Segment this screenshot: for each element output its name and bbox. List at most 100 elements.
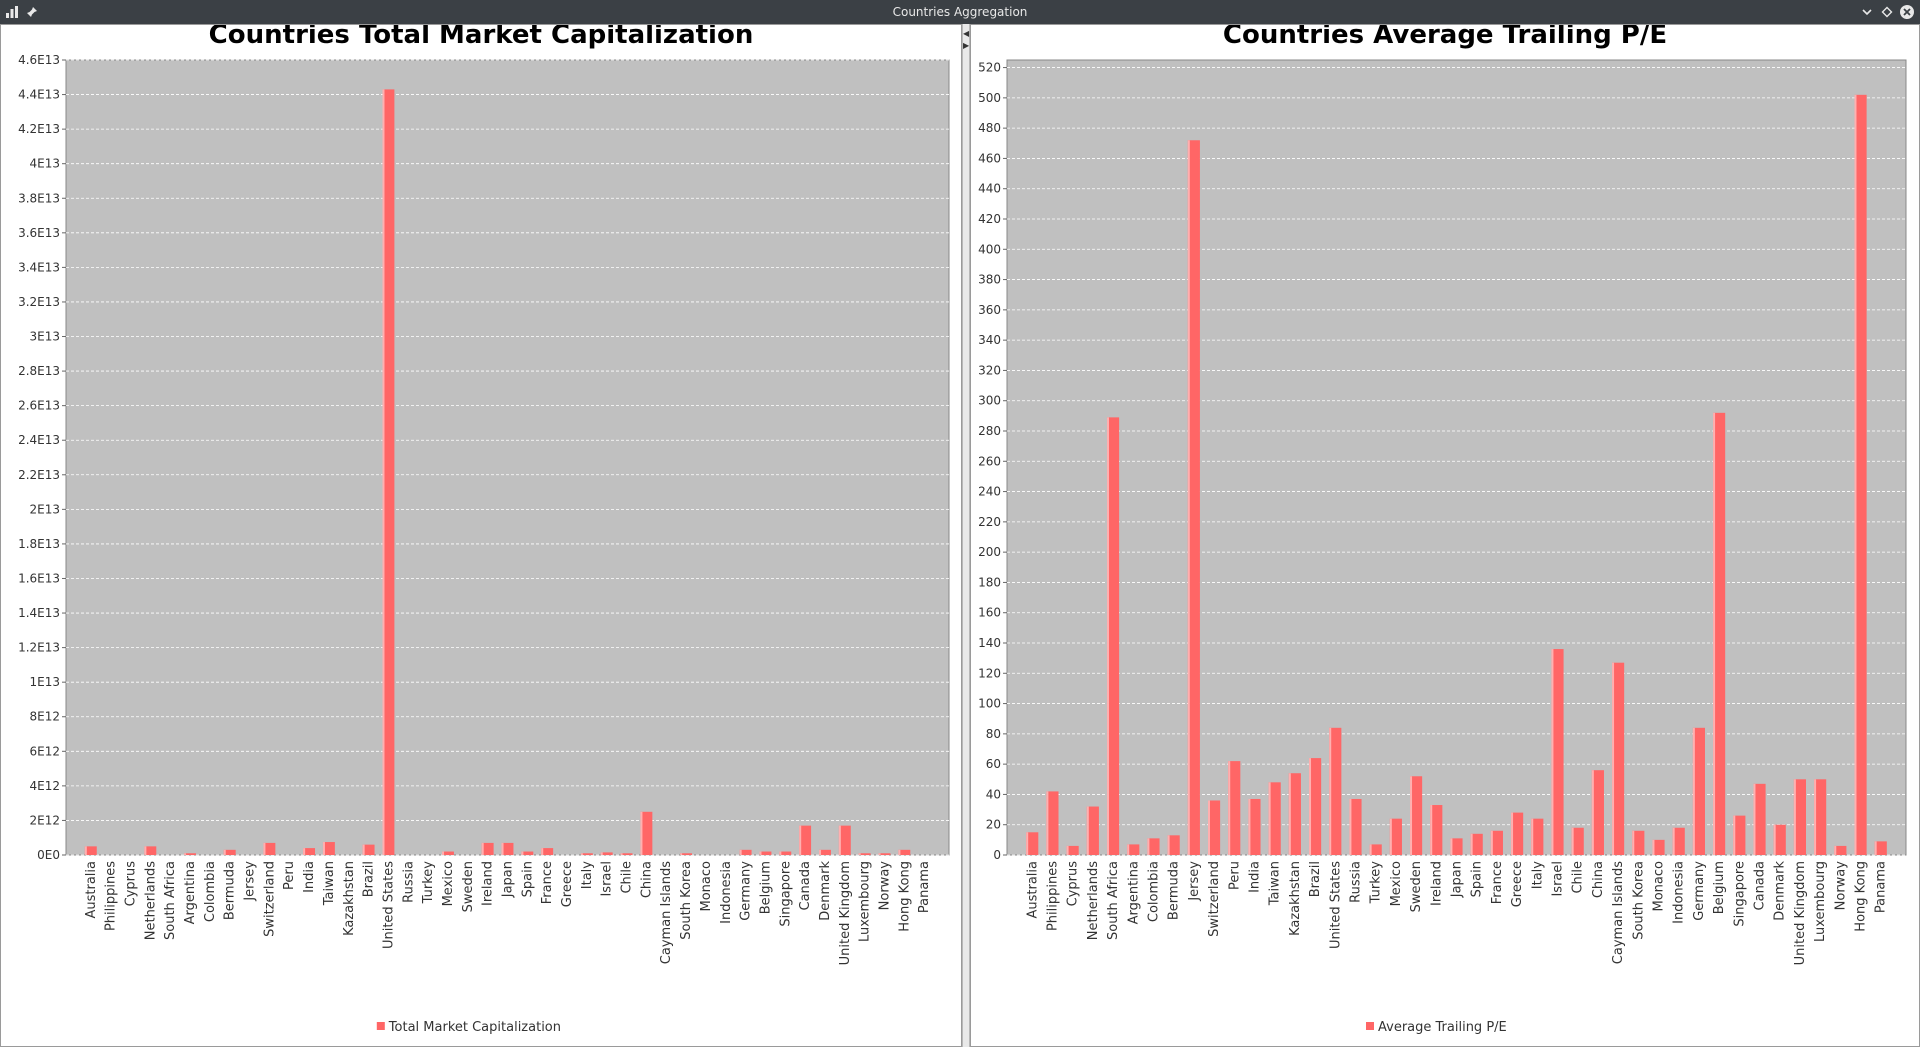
x-tick-label: Ireland bbox=[1429, 861, 1444, 906]
bar-israel[interactable] bbox=[1551, 649, 1564, 855]
bar-hong-kong[interactable] bbox=[898, 849, 911, 855]
bar-greece[interactable] bbox=[1511, 812, 1524, 855]
bar-bermuda[interactable] bbox=[1167, 835, 1180, 855]
bar-israel[interactable] bbox=[600, 852, 613, 855]
pin-icon[interactable] bbox=[23, 3, 41, 21]
minimize-icon[interactable] bbox=[1858, 3, 1876, 21]
x-tick-label: Kazakhstan bbox=[342, 861, 357, 936]
bar-belgium[interactable] bbox=[1713, 412, 1726, 855]
bar-philippines[interactable] bbox=[1046, 791, 1059, 855]
bar-germany[interactable] bbox=[739, 849, 752, 855]
bar-united-states[interactable] bbox=[1329, 727, 1342, 855]
bar-chile[interactable] bbox=[1571, 827, 1584, 855]
bar-canada[interactable] bbox=[1753, 783, 1766, 855]
bar-netherlands[interactable] bbox=[144, 846, 157, 855]
app-chart-icon[interactable] bbox=[3, 3, 21, 21]
collapse-right-icon[interactable]: ▶ bbox=[963, 41, 970, 50]
bar-denmark[interactable] bbox=[1773, 824, 1786, 855]
bar-singapore[interactable] bbox=[1733, 815, 1746, 855]
x-tick-label: Indonesia bbox=[1672, 861, 1687, 924]
bar-hong-kong[interactable] bbox=[1854, 94, 1867, 856]
bar-singapore[interactable] bbox=[779, 851, 792, 855]
bar-india[interactable] bbox=[1248, 798, 1261, 855]
bar-highlight bbox=[1248, 798, 1251, 855]
bar-monaco[interactable] bbox=[1652, 839, 1665, 855]
bar-australia[interactable] bbox=[84, 846, 97, 855]
bar-south-africa[interactable] bbox=[1107, 417, 1120, 855]
bar-south-korea[interactable] bbox=[1632, 830, 1645, 855]
bar-united-kingdom[interactable] bbox=[838, 825, 851, 855]
bar-brazil[interactable] bbox=[362, 844, 375, 855]
legend-swatch bbox=[1366, 1022, 1374, 1030]
y-tick-label: 360 bbox=[978, 303, 1001, 317]
bar-russia[interactable] bbox=[1349, 798, 1362, 855]
bar-ireland[interactable] bbox=[1430, 805, 1443, 855]
bar-cyprus[interactable] bbox=[1066, 845, 1079, 855]
bar-panama[interactable] bbox=[1874, 841, 1887, 855]
bar-colombia[interactable] bbox=[1147, 838, 1160, 855]
bar-canada[interactable] bbox=[799, 825, 812, 855]
bar-mexico[interactable] bbox=[442, 851, 454, 855]
bar-japan[interactable] bbox=[501, 842, 514, 855]
bar-china[interactable] bbox=[1591, 770, 1604, 855]
bar-indonesia[interactable] bbox=[1672, 827, 1685, 855]
x-tick-label: Bermuda bbox=[1167, 861, 1182, 920]
bar-kazakhstan[interactable] bbox=[1288, 773, 1301, 855]
x-tick-label: Colombia bbox=[1146, 861, 1161, 922]
bar-brazil[interactable] bbox=[1309, 758, 1322, 855]
collapse-left-icon[interactable]: ◀ bbox=[963, 29, 970, 38]
bar-south-korea[interactable] bbox=[680, 853, 693, 855]
bar-jersey[interactable] bbox=[1187, 140, 1200, 855]
y-tick-label: 320 bbox=[978, 363, 1001, 377]
bar-ireland[interactable] bbox=[481, 842, 494, 855]
x-tick-label: Switzerland bbox=[262, 861, 277, 937]
bar-argentina[interactable] bbox=[1127, 844, 1140, 855]
bar-peru[interactable] bbox=[1228, 761, 1241, 855]
bar-taiwan[interactable] bbox=[322, 842, 335, 855]
y-tick-label: 280 bbox=[978, 424, 1001, 438]
bar-india[interactable] bbox=[303, 848, 316, 855]
y-tick-label: 240 bbox=[978, 485, 1001, 499]
bar-taiwan[interactable] bbox=[1268, 782, 1281, 855]
bar-netherlands[interactable] bbox=[1086, 806, 1099, 855]
bar-highlight bbox=[1147, 838, 1150, 855]
bar-denmark[interactable] bbox=[819, 849, 831, 855]
bar-sweden[interactable] bbox=[1410, 776, 1423, 855]
bar-germany[interactable] bbox=[1692, 727, 1705, 855]
bar-norway[interactable] bbox=[1834, 845, 1847, 855]
bar-highlight bbox=[759, 851, 762, 855]
bar-mexico[interactable] bbox=[1389, 818, 1402, 855]
bar-italy[interactable] bbox=[580, 853, 593, 855]
bar-japan[interactable] bbox=[1450, 838, 1463, 855]
bar-united-kingdom[interactable] bbox=[1793, 779, 1806, 855]
close-icon[interactable] bbox=[1898, 3, 1916, 21]
bar-luxembourg[interactable] bbox=[858, 853, 871, 855]
bar-argentina[interactable] bbox=[184, 853, 196, 855]
bar-luxembourg[interactable] bbox=[1814, 779, 1827, 855]
bar-france[interactable] bbox=[1490, 830, 1503, 855]
bar-united-states[interactable] bbox=[382, 89, 395, 855]
y-tick-label: 260 bbox=[978, 454, 1001, 468]
bar-belgium[interactable] bbox=[759, 851, 772, 855]
bar-cayman-islands[interactable] bbox=[1612, 662, 1625, 855]
bar-highlight bbox=[382, 89, 385, 855]
bar-australia[interactable] bbox=[1026, 832, 1039, 855]
bar-switzerland[interactable] bbox=[263, 842, 276, 855]
x-tick-label: Jersey bbox=[243, 861, 258, 902]
x-tick-label: Monaco bbox=[1652, 861, 1667, 912]
bar-france[interactable] bbox=[541, 848, 554, 855]
bar-bermuda[interactable] bbox=[223, 849, 236, 855]
bar-norway[interactable] bbox=[878, 853, 891, 855]
bar-chile[interactable] bbox=[620, 853, 633, 855]
bar-spain[interactable] bbox=[521, 851, 534, 855]
x-tick-label: Peru bbox=[282, 861, 297, 890]
bar-switzerland[interactable] bbox=[1208, 800, 1221, 855]
x-tick-label: South Africa bbox=[1106, 861, 1121, 940]
bar-italy[interactable] bbox=[1531, 818, 1544, 855]
bar-china[interactable] bbox=[640, 811, 653, 855]
x-tick-label: Greece bbox=[1510, 861, 1525, 907]
restore-icon[interactable] bbox=[1878, 3, 1896, 21]
bar-turkey[interactable] bbox=[1369, 844, 1382, 855]
split-pane-divider[interactable]: ◀ ▶ bbox=[962, 24, 970, 1047]
bar-spain[interactable] bbox=[1470, 833, 1483, 855]
